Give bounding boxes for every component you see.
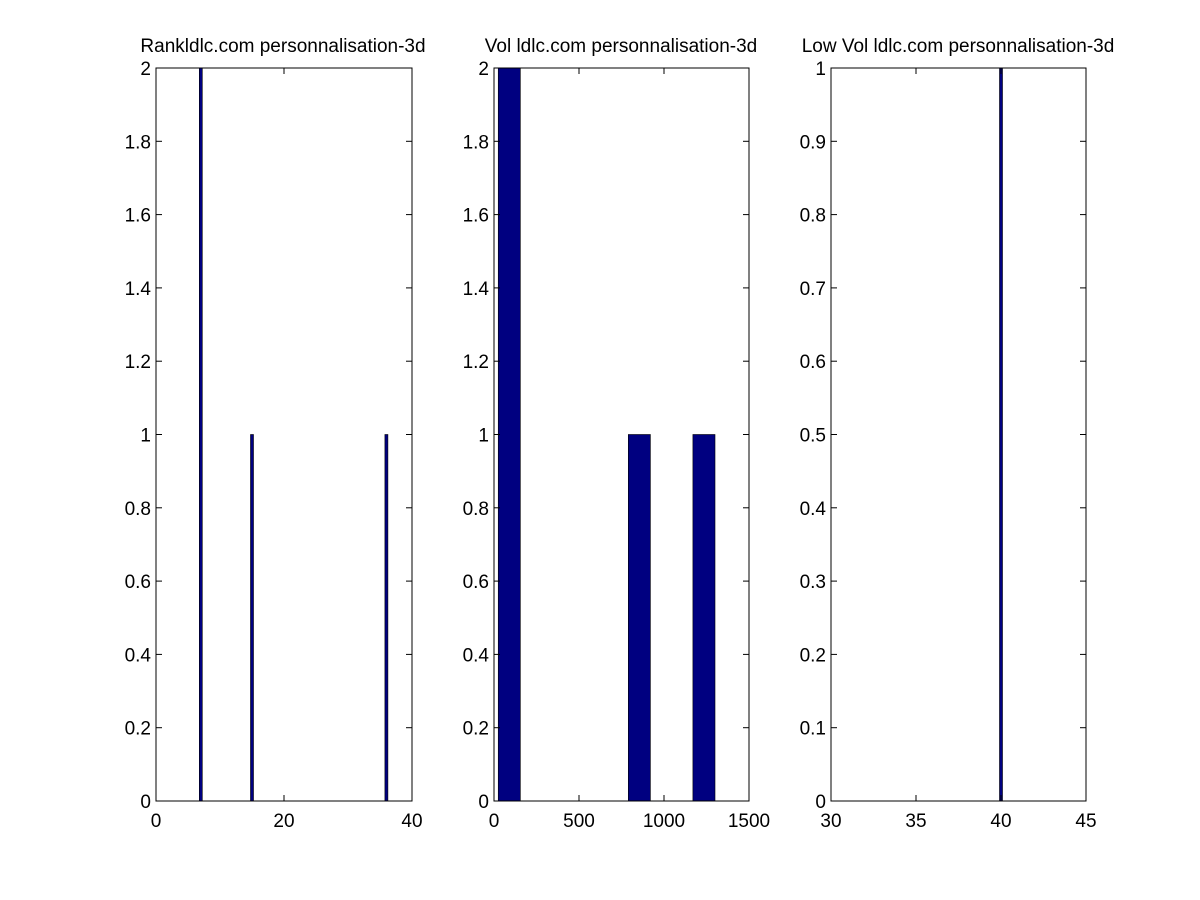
subplot-vol-bar [497,67,521,802]
subplot-rank-axes-box [155,67,413,802]
subplot-rank-ytick-label: 0 [140,792,151,813]
subplot-vol-ytick-label: 0.8 [463,499,489,520]
subplot-low-vol-marks: 0 0.1 0.2 0.3 0.4 0.5 0.6 0.7 0.8 0.9 1 30 35 40 45 [800,59,1097,832]
subplot-vol-title: Vol ldlc.com personnalisation-3d [485,36,758,57]
subplot-vol-marks: 0 0.2 0.4 0.6 0.8 1 1.2 1.4 1.6 1.8 2 0 500 1000 1500 [463,59,771,832]
subplot-rank-ytick-label: 1.2 [125,352,151,373]
subplot-low-vol-ytick-label: 0 [815,792,826,813]
subplot-vol-xtick-label: 1000 [643,811,685,832]
subplot-rank-ytick-label: 1 [140,426,151,447]
subplot-low-vol-ytick-label: 1 [815,59,826,80]
subplot-vol-ytick-label: 1.4 [463,279,490,300]
subplot-vol-xtick-label: 1500 [728,811,770,832]
subplot-low-vol-ytick-label: 0.8 [800,206,826,227]
subplot-rank-ytick-label: 0.8 [125,499,151,520]
subplot-low-vol-axes-box [830,67,1087,802]
subplot-vol-axes-box [493,67,750,802]
subplot-rank-bar [384,434,389,802]
subplot-low-vol-title: Low Vol ldlc.com personnalisation-3d [802,36,1115,57]
subplot-rank: Rankldlc.com personnalisation-3d 0 0.2 0.4… [125,36,426,832]
subplot-vol-xtick-label: 500 [563,811,595,832]
subplot-low-vol-ytick-label: 0.5 [800,426,826,447]
subplot-rank-ytick-label: 0.4 [125,645,152,666]
subplot-rank-bar [199,67,203,802]
subplot-low-vol-ytick-label: 0.7 [800,279,826,300]
subplot-rank-ytick-label: 0.2 [125,719,151,740]
subplot-vol-bar [627,434,651,802]
subplot-rank-ytick-label: 1.4 [125,279,152,300]
subplot-rank-title: Rankldlc.com personnalisation-3d [140,36,425,57]
subplot-rank-ytick-label: 2 [140,59,151,80]
subplot-vol-ytick-label: 1.2 [463,352,489,373]
subplot-vol-ytick-label: 0 [478,792,489,813]
subplot-vol-ytick-label: 0.4 [463,645,490,666]
subplot-vol-ytick-label: 1.6 [463,206,489,227]
subplot-vol: Vol ldlc.com personnalisation-3d 0 0.2 0.4… [463,36,771,832]
subplot-low-vol-xtick-label: 35 [905,811,926,832]
subplot-low-vol-ytick-label: 0.4 [800,499,827,520]
subplot-rank-ytick-label: 0.6 [125,572,151,593]
subplot-vol-ytick-label: 1 [478,426,489,447]
subplot-rank-xtick-label: 40 [401,811,422,832]
subplot-rank-ytick-label: 1.8 [125,132,151,153]
subplot-vol-xtick-label: 0 [489,811,500,832]
subplot-vol-bar [692,434,716,802]
subplot-low-vol-ytick-label: 0.2 [800,645,826,666]
subplot-low-vol: Low Vol ldlc.com personnalisation-3d 0 0.… [800,36,1115,832]
subplot-rank-marks: 00.20.40.60.811.21.41.61.820 20 40 [125,59,423,832]
subplot-low-vol-ytick-label: 0.6 [800,352,826,373]
subplot-rank-ytick-label: 1.6 [125,206,151,227]
subplot-low-vol-ytick-label: 0.3 [800,572,826,593]
subplot-vol-ytick-label: 2 [478,59,489,80]
subplot-vol-ytick-label: 0.2 [463,719,489,740]
subplot-rank-xtick-label: 0 [151,811,162,832]
subplot-low-vol-bar [999,67,1003,802]
subplot-low-vol-xtick-label: 45 [1075,811,1096,832]
subplot-low-vol-ytick-label: 0.9 [800,132,826,153]
subplot-rank-xtick-label: 20 [273,811,294,832]
subplot-low-vol-ytick-label: 0.1 [800,719,826,740]
subplot-vol-ytick-label: 0.6 [463,572,489,593]
subplot-low-vol-xtick-label: 30 [820,811,841,832]
subplot-vol-ytick-label: 1.8 [463,132,489,153]
subplot-rank-bar [250,434,254,802]
subplot-low-vol-xtick-label: 40 [990,811,1011,832]
